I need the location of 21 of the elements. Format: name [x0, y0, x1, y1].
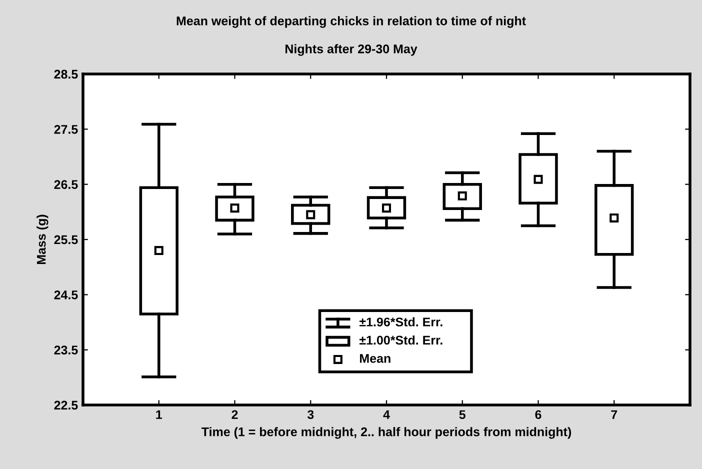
annotation: Mean — [360, 354, 390, 363]
x-tick-label: 1 — [156, 410, 162, 419]
x-tick-label: 3 — [307, 410, 314, 420]
chart-title: Mean weight of departing chicks in relation to time of night — [176, 16, 526, 28]
y-tick-label: 23.5 — [54, 346, 78, 355]
x-axis-title: Time (1 = before midnight, 2.. half hour periods from midnight) — [202, 427, 572, 439]
y-tick-label: 27.5 — [54, 124, 78, 134]
x-tick-label: 5 — [459, 410, 466, 420]
annotation: ±1.00*Std. Err. — [359, 335, 442, 345]
x-tick-label: 4 — [383, 410, 390, 419]
y-tick-label: 22.5 — [54, 400, 78, 410]
y-axis-title: Mass (g) — [36, 214, 48, 264]
y-tick-label: 24.5 — [54, 290, 78, 300]
y-tick-label: 28.5 — [54, 70, 78, 79]
y-tick-label: 25.5 — [54, 235, 78, 244]
chart-subtitle: Nights after 29-30 May — [286, 44, 418, 56]
x-tick-label: 2 — [232, 410, 238, 419]
annotation: ±1.96*Std. Err. — [359, 317, 442, 326]
y-tick-label: 26.5 — [54, 180, 78, 189]
x-tick-label: 6 — [535, 410, 542, 420]
x-tick-label: 7 — [611, 410, 618, 419]
